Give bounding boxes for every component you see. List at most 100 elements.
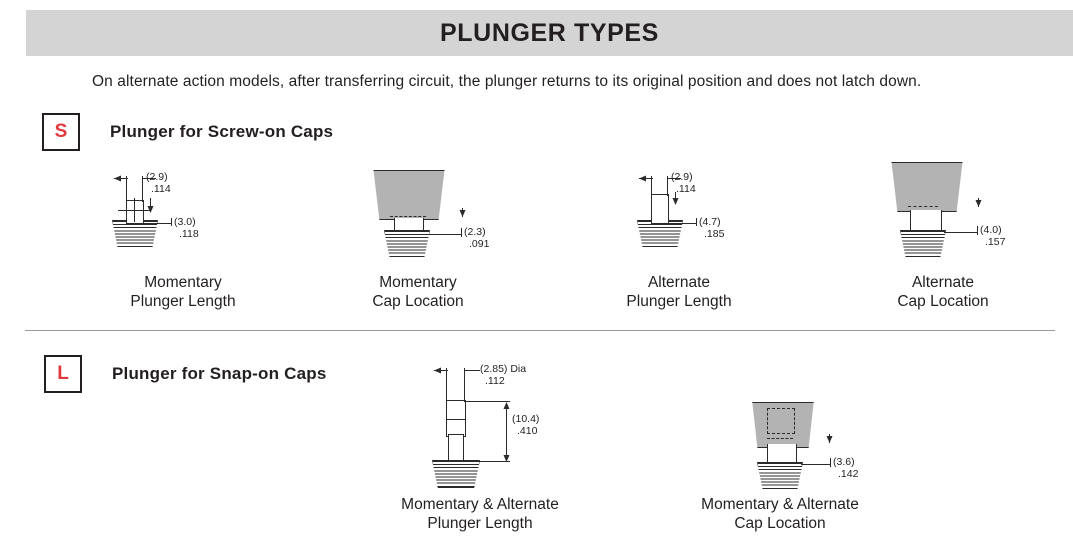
dim-extension-left — [446, 368, 447, 402]
dimension-metric: (4.7) — [699, 216, 721, 228]
figure-snap-cap-location: (3.6) .142 Momentary & Alternate Cap Loc… — [701, 400, 945, 532]
dimension-inch: .118 — [179, 227, 199, 240]
cap-body-icon — [752, 402, 814, 448]
intro-text: On alternate action models, after transf… — [92, 73, 922, 90]
dimension-inch: .114 — [676, 182, 696, 195]
dim-arrowhead-left — [434, 367, 441, 374]
dim-arrowhead-left — [114, 175, 121, 182]
dim2-leader — [667, 223, 697, 224]
cap-internal-cavity-dashbox — [767, 408, 795, 434]
dim-arrowhead-up — [503, 402, 510, 409]
dimension-inch: .185 — [704, 227, 725, 240]
thread-body-icon — [432, 460, 480, 488]
figure-caption: Momentary Plunger Length — [53, 273, 313, 311]
dimension-inch: .114 — [151, 182, 171, 195]
figure-caption: Alternate Cap Location — [813, 273, 1073, 311]
dim-tick — [461, 228, 462, 237]
thread-body-icon — [384, 230, 430, 257]
caption-line-1: Alternate — [911, 274, 975, 291]
dimension-label-1: (2.9) .114 — [146, 171, 171, 195]
caption-line-1: Momentary — [379, 274, 457, 291]
thread-body-icon — [637, 220, 683, 247]
caption-line-2: Cap Location — [734, 515, 826, 532]
dimension-label-1: (2.3) .091 — [464, 226, 490, 250]
caption-line-2: Plunger Length — [427, 515, 533, 532]
dimension-metric: (2.9) — [671, 171, 693, 183]
dimension-label-2: (3.0) .118 — [174, 216, 199, 240]
cap-body-icon — [891, 162, 963, 212]
dim-arrowhead-down — [503, 455, 510, 462]
figure-momentary-plunger-length: (2.9) .114 (3.0) .118 Momentary Plunger … — [100, 168, 330, 310]
dimension-label-2: (4.7) .185 — [699, 216, 725, 240]
plunger-stem-icon — [910, 210, 942, 233]
dimension-label-1: (2.9) .114 — [671, 171, 696, 195]
figure-caption: Momentary & Alternate Plunger Length — [350, 495, 610, 533]
dim-extension-left — [651, 176, 652, 196]
caption-line-2: Plunger Length — [626, 293, 732, 310]
figure-alternate-cap-location: (4.0) .157 Alternate Cap Location — [884, 160, 1073, 310]
dim-tick — [830, 458, 831, 467]
section-heading-screw-on: S Plunger for Screw-on Caps — [42, 113, 333, 151]
section-title-snap-on: Plunger for Snap-on Caps — [112, 364, 327, 383]
dimension-metric: (2.85) Dia — [480, 363, 527, 375]
dim-arrowhead-left — [639, 175, 646, 182]
plunger-stem-icon — [651, 194, 669, 224]
caption-line-1: Alternate — [647, 274, 711, 291]
figure-caption: Momentary Cap Location — [288, 273, 548, 311]
plunger-stem-icon — [767, 444, 797, 465]
section-header-bar: PLUNGER TYPES — [26, 10, 1073, 56]
cap-body-icon — [373, 170, 445, 220]
page-title: PLUNGER TYPES — [440, 18, 659, 47]
caption-line-2: Plunger Length — [130, 293, 236, 310]
dimension-inch: .410 — [517, 424, 538, 437]
cap-bottom-dashline — [908, 206, 938, 207]
section-code-badge-l: L — [44, 355, 82, 393]
plunger-stem-icon — [126, 200, 144, 224]
cap-bottom-dashline — [767, 438, 793, 439]
dimension-inch: .091 — [469, 237, 490, 250]
stem-centerline — [134, 198, 135, 222]
section-title-screw-on: Plunger for Screw-on Caps — [110, 122, 334, 141]
thread-body-icon — [900, 230, 946, 257]
section-code-badge-s: S — [42, 113, 80, 151]
caption-line-1: Momentary & Alternate — [701, 496, 859, 513]
dim2-tick — [171, 218, 172, 226]
dim-arrowhead-down — [147, 206, 154, 213]
section-divider — [25, 330, 1055, 331]
dim-tick-vertical — [675, 192, 676, 200]
dim-arrowhead-down — [672, 198, 679, 205]
dimension-label-2: (10.4) .410 — [512, 413, 540, 437]
dim-arrowhead-down — [975, 200, 982, 207]
dimension-inch: .157 — [985, 235, 1006, 248]
dim2-dimension-line — [506, 404, 507, 460]
thread-body-icon — [112, 220, 158, 247]
dim2-tick — [696, 218, 697, 226]
figure-snap-plunger-length: (2.85) Dia .112 (10.4) .410 Momentary & … — [401, 360, 640, 532]
dim2-leader-bottom — [476, 461, 510, 462]
caption-line-2: Cap Location — [372, 293, 464, 310]
cap-bottom-dashline — [390, 216, 426, 217]
dim-arrow-lead-right — [142, 178, 156, 179]
figure-momentary-cap-location: (2.3) .091 Momentary Cap Location — [366, 168, 596, 310]
dimension-metric: (3.0) — [174, 216, 196, 228]
dimension-inch: .142 — [838, 467, 859, 480]
dim-arrowhead-down — [459, 210, 466, 217]
dim-tick-vertical — [150, 198, 151, 208]
dim-leader — [801, 464, 831, 465]
section-heading-snap-on: L Plunger for Snap-on Caps — [44, 355, 326, 393]
dim-leader — [944, 232, 978, 233]
thread-body-icon — [757, 462, 803, 489]
dimension-inch: .112 — [485, 374, 505, 387]
dim-arrowhead-down — [826, 436, 833, 443]
dim2-leader — [142, 223, 172, 224]
dim-tick — [977, 226, 978, 235]
dimension-metric: (10.4) — [512, 413, 540, 425]
dimension-metric: (2.3) — [464, 226, 486, 238]
dimension-metric: (2.9) — [146, 171, 168, 183]
dim-extension-left — [126, 176, 127, 202]
dimension-metric: (4.0) — [980, 224, 1002, 236]
dimension-label-1: (3.6) .142 — [833, 456, 859, 480]
caption-line-1: Momentary & Alternate — [401, 496, 559, 513]
figure-caption: Alternate Plunger Length — [549, 273, 809, 311]
